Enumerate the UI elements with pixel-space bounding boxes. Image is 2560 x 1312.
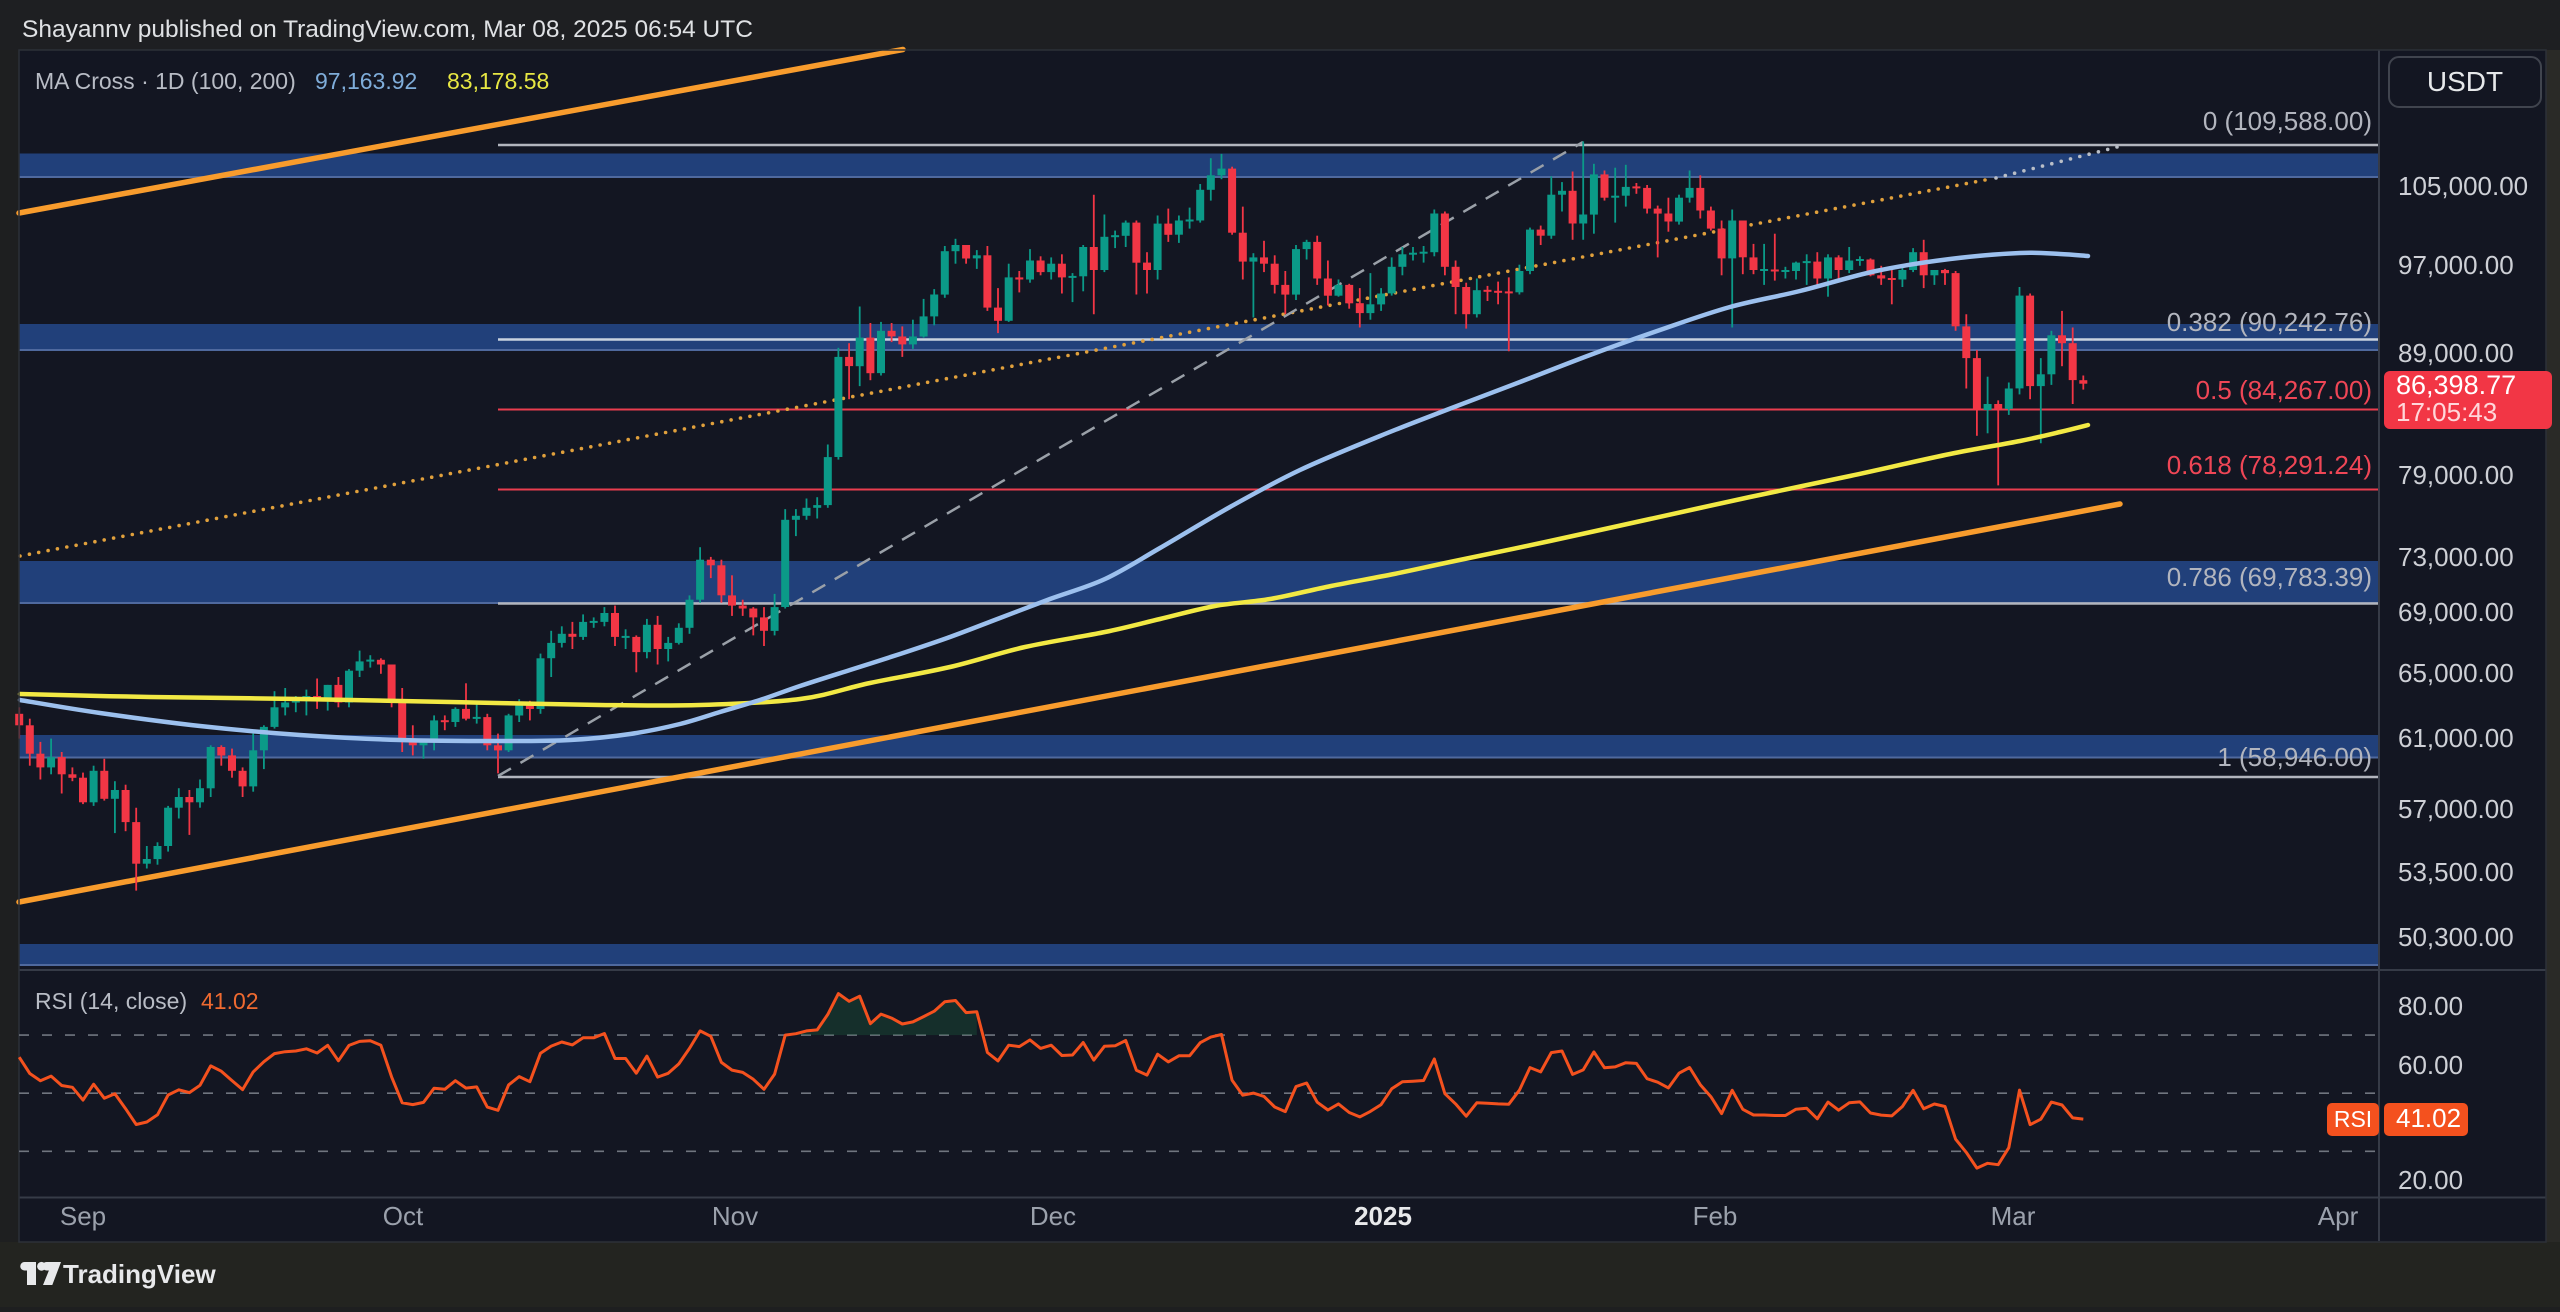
svg-text:60.00: 60.00: [2398, 1050, 2463, 1080]
svg-text:97,000.00: 97,000.00: [2398, 250, 2514, 280]
svg-text:65,000.00: 65,000.00: [2398, 658, 2514, 688]
svg-text:2025: 2025: [1354, 1201, 1412, 1231]
svg-text:0.786 (69,783.39): 0.786 (69,783.39): [2167, 562, 2372, 592]
svg-text:MA Cross · 1D (100, 200): MA Cross · 1D (100, 200): [35, 68, 296, 94]
svg-text:53,500.00: 53,500.00: [2398, 857, 2514, 887]
svg-text:73,000.00: 73,000.00: [2398, 542, 2514, 572]
svg-text:RSI (14, close): RSI (14, close): [35, 988, 187, 1014]
svg-text:Shayannv published on TradingV: Shayannv published on TradingView.com, M…: [22, 16, 753, 43]
svg-text:69,000.00: 69,000.00: [2398, 597, 2514, 627]
svg-text:Oct: Oct: [383, 1201, 424, 1231]
svg-text:61,000.00: 61,000.00: [2398, 723, 2514, 753]
svg-text:Apr: Apr: [2318, 1201, 2359, 1231]
svg-text:86,398.77: 86,398.77: [2396, 370, 2516, 400]
svg-text:17:05:43: 17:05:43: [2396, 397, 2497, 427]
svg-text:0.618 (78,291.24): 0.618 (78,291.24): [2167, 450, 2372, 480]
svg-text:89,000.00: 89,000.00: [2398, 338, 2514, 368]
svg-text:79,000.00: 79,000.00: [2398, 460, 2514, 490]
svg-text:83,178.58: 83,178.58: [447, 68, 549, 94]
svg-text:0.382 (90,242.76): 0.382 (90,242.76): [2167, 307, 2372, 337]
svg-text:105,000.00: 105,000.00: [2398, 171, 2528, 201]
svg-text:Sep: Sep: [60, 1201, 106, 1231]
svg-text:1 (58,946.00): 1 (58,946.00): [2217, 742, 2372, 772]
svg-text:41.02: 41.02: [201, 988, 259, 1014]
svg-text:97,163.92: 97,163.92: [315, 68, 417, 94]
svg-text:TradingView: TradingView: [63, 1259, 216, 1289]
svg-text:0.5 (84,267.00): 0.5 (84,267.00): [2196, 375, 2372, 405]
svg-text:41.02: 41.02: [2396, 1103, 2461, 1133]
svg-text:Mar: Mar: [1991, 1201, 2036, 1231]
svg-text:80.00: 80.00: [2398, 991, 2463, 1021]
svg-text:Dec: Dec: [1030, 1201, 1076, 1231]
svg-text:RSI: RSI: [2334, 1106, 2372, 1132]
svg-text:50,300.00: 50,300.00: [2398, 922, 2514, 952]
svg-text:0 (109,588.00): 0 (109,588.00): [2203, 106, 2372, 136]
svg-text:Nov: Nov: [712, 1201, 758, 1231]
svg-text:Feb: Feb: [1693, 1201, 1738, 1231]
svg-text:57,000.00: 57,000.00: [2398, 794, 2514, 824]
svg-text:20.00: 20.00: [2398, 1165, 2463, 1195]
svg-text:USDT: USDT: [2427, 66, 2503, 97]
